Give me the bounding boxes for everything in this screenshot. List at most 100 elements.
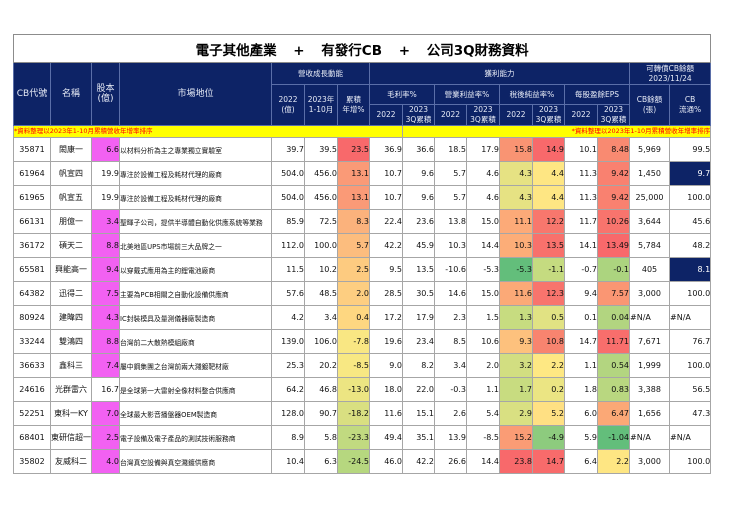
- header-capital: 股本 (億): [91, 62, 120, 126]
- op-margin-2022: 3.4: [434, 353, 467, 378]
- company-name: 友威科二: [50, 449, 92, 474]
- revenue-2023: 46.8: [304, 377, 338, 402]
- cb-code: 52251: [13, 401, 51, 426]
- company-name: 興能高一: [50, 257, 92, 282]
- header-om-2022: 2022: [434, 104, 467, 126]
- eps-2022: 11.7: [564, 209, 598, 234]
- eps-2023: 8.48: [597, 137, 630, 162]
- op-margin-2022: 5.7: [434, 161, 467, 186]
- company-name: 建暐四: [50, 305, 92, 330]
- revenue-yoy: 23.5: [337, 137, 370, 162]
- eps-2023: 7.57: [597, 281, 630, 306]
- title-plus: +: [398, 42, 411, 59]
- table-row: 35802 友威科二 4.0 台灣真空設備與真空濺鍍供應商 10.4 6.3 -…: [13, 449, 712, 474]
- net-margin-2023: 0.2: [532, 377, 565, 402]
- revenue-2022: 39.7: [271, 137, 305, 162]
- eps-2023: -1.04: [597, 425, 630, 450]
- eps-2022: 14.7: [564, 329, 598, 354]
- gross-margin-2022: 10.7: [369, 161, 403, 186]
- cb-float-pct: 47.3: [668, 401, 712, 426]
- table-row: 52251 東科一KY 7.0 全球最大影音播盤器OEM製造商 128.0 90…: [13, 401, 712, 426]
- table-row: 66131 朋億一 3.4 聖暉子公司，提供半導體自動化供應系統等業務 85.9…: [13, 209, 712, 234]
- op-margin-2022: 14.6: [434, 281, 467, 306]
- company-name: 迅得二: [50, 281, 92, 306]
- eps-2022: 6.4: [564, 449, 598, 474]
- cb-float-pct: #N/A: [668, 305, 712, 330]
- gross-margin-2023: 35.1: [402, 425, 435, 450]
- op-margin-2022: -0.3: [434, 377, 467, 402]
- gross-margin-2023: 42.2: [402, 449, 435, 474]
- header-gross-margin: 毛利率%: [369, 84, 435, 105]
- cb-balance: 405: [629, 257, 670, 282]
- eps-2023: 0.54: [597, 353, 630, 378]
- net-margin-2023: -4.9: [532, 425, 565, 450]
- net-margin-2023: 5.2: [532, 401, 565, 426]
- revenue-yoy: 0.4: [337, 305, 370, 330]
- header-name: 名稱: [50, 62, 92, 126]
- op-margin-2022: 2.3: [434, 305, 467, 330]
- gross-margin-2022: 46.0: [369, 449, 403, 474]
- revenue-yoy: 8.3: [337, 209, 370, 234]
- op-margin-2022: -10.6: [434, 257, 467, 282]
- cb-code: 36172: [13, 233, 51, 258]
- cb-code: 68401: [13, 425, 51, 450]
- gross-margin-2023: 23.4: [402, 329, 435, 354]
- cb-financial-table: 電子其他產業 + 有發行CB + 公司3Q財務資料 CB代號 名稱 股本 (億)…: [12, 34, 712, 474]
- table-row: 80924 建暐四 4.3 IC封裝模具及量測儀器廠製造商 4.2 3.4 0.…: [13, 305, 712, 330]
- table-row: 61964 帆宣四 19.9 專注於設備工程及耗材代理的廠商 504.0 456…: [13, 161, 712, 186]
- header-gm-2023: 2023 3Q累積: [402, 104, 435, 126]
- op-margin-2023: 17.9: [466, 137, 500, 162]
- revenue-yoy: 2.0: [337, 281, 370, 306]
- op-margin-2023: 15.0: [466, 209, 500, 234]
- header-op-margin: 營業利益率%: [434, 84, 500, 105]
- header-profit-group: 獲利能力: [369, 62, 630, 85]
- capital: 7.4: [91, 353, 120, 378]
- revenue-2023: 100.0: [304, 233, 338, 258]
- revenue-2022: 85.9: [271, 209, 305, 234]
- market-position: 台灣前二大散熱模組廠商: [119, 329, 272, 354]
- gross-margin-2023: 13.5: [402, 257, 435, 282]
- op-margin-2022: 13.9: [434, 425, 467, 450]
- sort-note-right: *資料整理以2023年1-10月累積營收年增率排序: [401, 125, 712, 138]
- eps-2023: 0.83: [597, 377, 630, 402]
- market-position: 台灣真空設備與真空濺鍍供應商: [119, 449, 272, 474]
- header-eps-2023: 2023 3Q累積: [597, 104, 630, 126]
- revenue-2022: 10.4: [271, 449, 305, 474]
- op-margin-2023: 10.6: [466, 329, 500, 354]
- eps-2022: 1.8: [564, 377, 598, 402]
- revenue-2022: 64.2: [271, 377, 305, 402]
- title-part-industry: 電子其他產業: [195, 42, 277, 59]
- cb-float-pct: 9.7: [668, 161, 712, 186]
- revenue-2022: 504.0: [271, 185, 305, 210]
- header-om-2023: 2023 3Q累積: [466, 104, 500, 126]
- cb-balance: 25,000: [629, 185, 670, 210]
- op-margin-2023: 15.0: [466, 281, 500, 306]
- cb-balance: 3,000: [629, 449, 670, 474]
- table-row: 24616 光群雷六 16.7 是全球第一大雷射全像材料整合供應商 64.2 4…: [13, 377, 712, 402]
- cb-code: 61965: [13, 185, 51, 210]
- op-margin-2023: -8.5: [466, 425, 500, 450]
- op-margin-2022: 10.3: [434, 233, 467, 258]
- net-margin-2022: 11.6: [499, 281, 533, 306]
- revenue-2022: 139.0: [271, 329, 305, 354]
- revenue-2023: 72.5: [304, 209, 338, 234]
- title-plus: +: [293, 42, 305, 59]
- net-margin-2023: 10.8: [532, 329, 565, 354]
- eps-2022: 11.3: [564, 185, 598, 210]
- net-margin-2022: 10.3: [499, 233, 533, 258]
- header-net-margin: 稅後純益率%: [499, 84, 565, 105]
- net-margin-2022: 11.1: [499, 209, 533, 234]
- company-name: 東科一KY: [50, 401, 92, 426]
- eps-2022: 5.9: [564, 425, 598, 450]
- capital: 7.5: [91, 281, 120, 306]
- cb-float-pct: 56.5: [668, 377, 712, 402]
- company-name: 鑫科三: [50, 353, 92, 378]
- net-margin-2022: 4.3: [499, 185, 533, 210]
- op-margin-2023: 4.6: [466, 161, 500, 186]
- revenue-yoy: 13.1: [337, 161, 370, 186]
- title-part-financials: 公司3Q財務資料: [426, 42, 529, 59]
- op-margin-2022: 2.6: [434, 401, 467, 426]
- revenue-yoy: -18.2: [337, 401, 370, 426]
- eps-2023: -0.1: [597, 257, 630, 282]
- op-margin-2023: 2.0: [466, 353, 500, 378]
